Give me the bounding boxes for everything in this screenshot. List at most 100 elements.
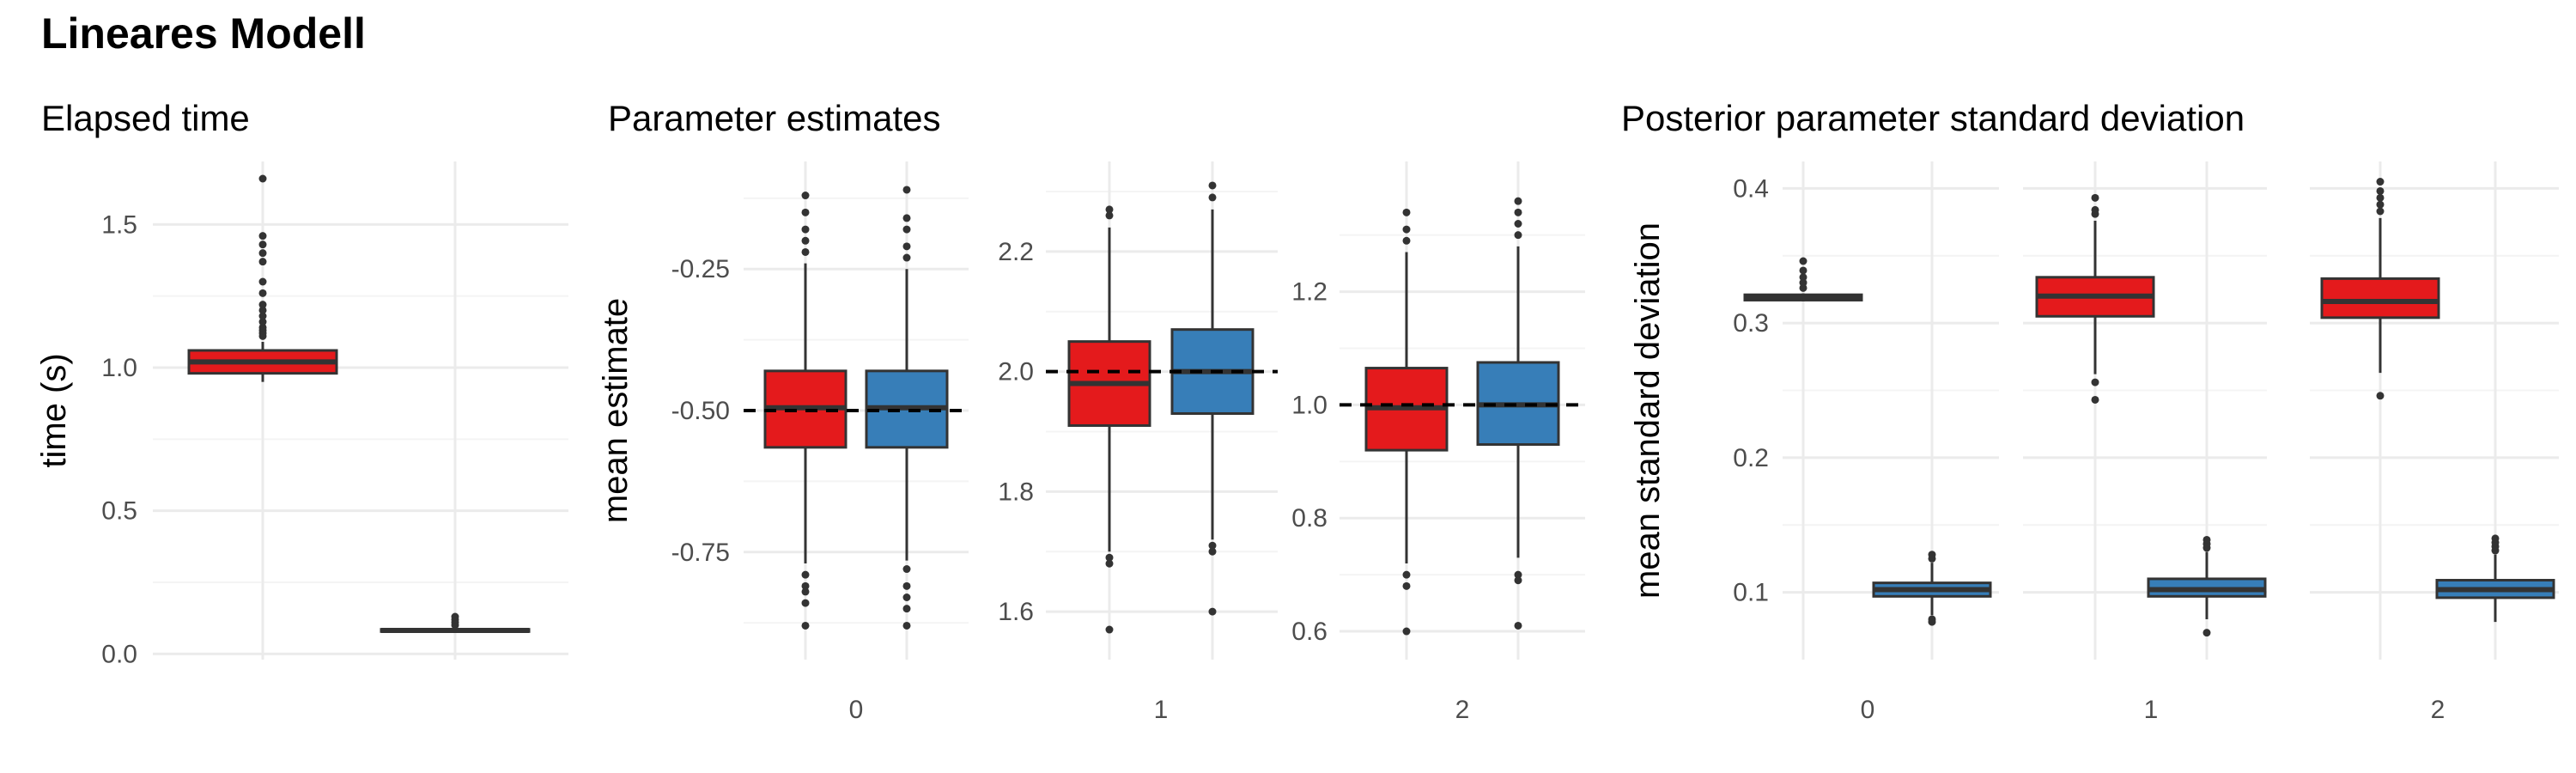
chart-main-title: Lineares Modell: [41, 9, 366, 58]
facet-elapsed-main: 0.0 0.5 1.0 1.5: [101, 161, 568, 668]
y-tick-label: 2.0: [998, 358, 1034, 386]
box-blue: [1170, 181, 1255, 616]
box-red: [1743, 257, 1863, 302]
outlier-point: [1208, 181, 1217, 190]
outlier-point: [801, 570, 810, 579]
outlier-point: [1514, 220, 1522, 228]
outlier-point: [2376, 178, 2385, 186]
outlier-point: [801, 587, 810, 596]
outlier-point: [1799, 278, 1807, 287]
outlier-point: [1799, 283, 1807, 292]
outlier-point: [902, 593, 911, 601]
outlier-point: [2202, 535, 2211, 544]
box-red: [1067, 205, 1151, 634]
outlier-point: [1402, 208, 1411, 216]
outlier-point: [801, 581, 810, 590]
outlier-point: [2091, 378, 2099, 386]
outlier-point: [258, 306, 267, 314]
outlier-point: [258, 174, 267, 183]
outlier-point: [2376, 193, 2385, 202]
y-axis-title: mean estimate: [597, 298, 635, 523]
y-axis-title: time (s): [35, 353, 73, 467]
panel-title-parameter-estimates: Parameter estimates: [608, 98, 941, 138]
outlier-point: [258, 258, 267, 266]
outlier-point: [258, 240, 267, 249]
outlier-point: [2091, 205, 2099, 214]
chart-params: -0.75 -0.50 -0.25 0 1.6 1.8 2.0 2.2 1 0.6 0.8 1.0 1.…: [597, 161, 1585, 724]
facet-posterior-1: 1: [2023, 161, 2267, 724]
y-tick-label: 2.2: [998, 238, 1034, 266]
outlier-point: [1402, 236, 1411, 245]
y-tick-label: 0.5: [101, 497, 137, 526]
outlier-point: [902, 225, 911, 234]
outlier-point: [801, 621, 810, 630]
outlier-point: [1799, 257, 1807, 265]
outlier-point: [258, 318, 267, 326]
facet-posterior-2: 2: [2310, 161, 2559, 724]
outlier-point: [1514, 570, 1522, 579]
outlier-point: [902, 253, 911, 262]
outlier-point: [801, 247, 810, 256]
panel-title-posterior-sd: Posterior parameter standard deviation: [1621, 98, 2245, 138]
outlier-point: [1208, 607, 1217, 616]
y-tick-label: 0.1: [1733, 579, 1769, 607]
box-blue: [1872, 551, 1992, 626]
outlier-point: [801, 208, 810, 216]
outlier-point: [1105, 211, 1114, 220]
outlier-point: [1514, 197, 1522, 205]
outlier-point: [1514, 621, 1522, 630]
outlier-point: [1402, 581, 1411, 590]
facet-label: 2: [1455, 696, 1470, 724]
outlier-point: [1402, 225, 1411, 234]
y-tick-label: 0.6: [1291, 618, 1327, 646]
facet-label: 2: [2431, 696, 2445, 724]
chart-elapsed: 0.0 0.5 1.0 1.5 time (s): [35, 161, 568, 668]
outlier-point: [1402, 627, 1411, 636]
outlier-point: [1799, 273, 1807, 282]
y-tick-label: 1.0: [101, 354, 137, 382]
outlier-point: [801, 236, 810, 245]
outlier-point: [902, 242, 911, 251]
y-tick-label: -0.50: [671, 397, 730, 425]
outlier-point: [1402, 570, 1411, 579]
box-red: [1364, 208, 1449, 636]
outlier-point: [2376, 200, 2385, 209]
panel-title-elapsed-time: Elapsed time: [41, 98, 250, 138]
box-red: [2035, 193, 2155, 404]
outlier-point: [2376, 392, 2385, 400]
outlier-point: [451, 612, 459, 621]
outlier-point: [902, 605, 911, 613]
outlier-point: [902, 186, 911, 194]
outlier-point: [2091, 193, 2099, 202]
outlier-point: [2376, 186, 2385, 195]
outlier-point: [1928, 551, 1936, 559]
outlier-point: [902, 565, 911, 574]
outlier-point: [258, 249, 267, 258]
outlier-point: [258, 289, 267, 297]
outlier-point: [801, 599, 810, 607]
outlier-point: [1514, 231, 1522, 240]
outlier-point: [258, 323, 267, 332]
outlier-point: [1208, 541, 1217, 550]
outlier-point: [258, 301, 267, 309]
facet-posterior-0: 0.1 0.2 0.3 0.4 0: [1733, 161, 1999, 724]
box-blue: [2435, 534, 2555, 623]
outlier-point: [2091, 395, 2099, 404]
outlier-point: [902, 621, 911, 630]
outlier-point: [1799, 266, 1807, 275]
facet-label: 1: [1154, 696, 1169, 724]
facet-label: 0: [1861, 696, 1875, 724]
y-tick-label: 1.2: [1291, 278, 1327, 307]
facet-params-2: 0.6 0.8 1.0 1.2 2: [1291, 161, 1585, 724]
box-iqr-red: [2320, 277, 2440, 320]
facet-label: 0: [849, 696, 864, 724]
box-red: [187, 174, 338, 382]
outlier-point: [2202, 629, 2211, 637]
y-tick-label: 0.2: [1733, 444, 1769, 472]
y-tick-label: 1.0: [1291, 391, 1327, 419]
outlier-point: [1208, 193, 1217, 202]
y-tick-label: -0.75: [671, 539, 730, 567]
outlier-point: [1514, 576, 1522, 585]
y-tick-label: 1.6: [998, 598, 1034, 626]
outlier-point: [1105, 205, 1114, 214]
